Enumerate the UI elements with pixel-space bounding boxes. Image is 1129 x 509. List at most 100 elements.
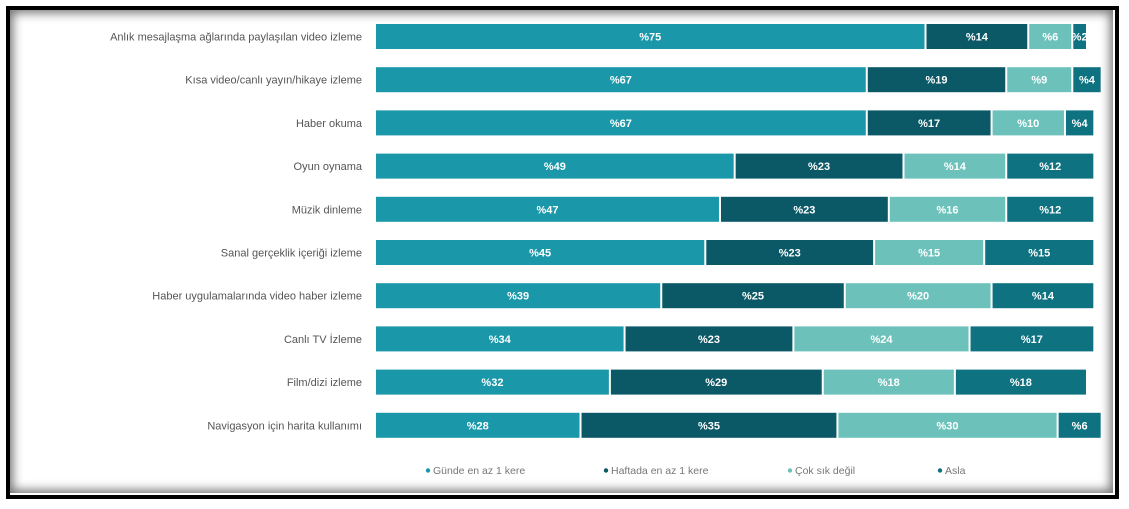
data-label: %23 [793, 204, 815, 216]
data-label: %49 [544, 161, 566, 173]
bar-segment [955, 369, 1086, 395]
bar-segment [985, 240, 1094, 265]
data-label: %67 [610, 118, 632, 130]
bar-segment [845, 283, 991, 309]
bar-segment [1007, 196, 1094, 222]
bar-segment [889, 196, 1006, 222]
data-label: %32 [481, 377, 503, 389]
data-labels: %75 %14 %6 %2 %67 %19 %9 %4 %67 %17 %10 %4 %49 %23 %14… [467, 32, 1096, 433]
category-label: Haber okuma [296, 118, 363, 130]
category-label: Müzik dinleme [292, 204, 362, 216]
data-label: %18 [878, 377, 900, 389]
category-label: Oyun oynama [294, 161, 363, 173]
category-label: Anlık mesajlaşma ağlarında paylaşılan vi… [110, 32, 362, 44]
data-label: %23 [698, 334, 720, 346]
bar-segment [794, 326, 969, 352]
category-label: Navigasyon için harita kullanımı [207, 420, 362, 432]
bar-segment [867, 110, 991, 136]
bar-segment [376, 412, 580, 438]
data-label: %4 [1079, 75, 1096, 87]
legend-marker [787, 468, 793, 473]
data-label: %12 [1039, 161, 1061, 173]
category-label: Canlı TV İzleme [284, 333, 362, 346]
bar-segment [992, 283, 1094, 309]
bar-segment [610, 369, 822, 395]
bar-segment [926, 24, 1028, 49]
data-label: %34 [489, 334, 512, 346]
data-label: %4 [1072, 118, 1089, 130]
data-label: %18 [1010, 377, 1032, 389]
bar-segment [376, 326, 624, 352]
data-label: %14 [966, 32, 989, 44]
bar-segment [1065, 110, 1094, 136]
category-label: Sanal gerçeklik içeriği izleme [221, 248, 362, 260]
bar-segment [875, 240, 984, 265]
bar-segment [625, 326, 793, 352]
bar-segment [1007, 153, 1094, 179]
legend-label: Günde en az 1 kere [433, 465, 525, 477]
bar-segment [706, 240, 874, 265]
data-label: %12 [1039, 204, 1061, 216]
bar-segment [1007, 67, 1072, 93]
legend-marker [603, 468, 609, 473]
data-label: %14 [1032, 291, 1055, 303]
legend-label: Haftada en az 1 kere [611, 465, 709, 477]
data-label: %28 [467, 420, 489, 432]
data-label: %23 [808, 161, 830, 173]
legend-label: Çok sık değil [795, 465, 855, 477]
bar-segment [376, 240, 705, 265]
data-label: %17 [1021, 334, 1043, 346]
legend: Günde en az 1 kere Haftada en az 1 kere Ço… [425, 465, 966, 477]
data-label: %6 [1042, 32, 1058, 44]
data-label: %29 [705, 377, 727, 389]
data-label: %25 [742, 291, 764, 303]
bar-segment [735, 153, 903, 179]
data-label: %6 [1072, 420, 1088, 432]
bars [376, 24, 1101, 438]
bar-segment [376, 283, 661, 309]
bar-segment [992, 110, 1064, 136]
data-label: %39 [507, 291, 529, 303]
category-label: Kısa video/canlı yayın/hikaye izleme [185, 75, 362, 87]
bar-segment [376, 153, 734, 179]
data-label: %23 [779, 248, 801, 260]
data-label: %17 [918, 118, 940, 130]
bar-segment [823, 369, 954, 395]
bar-segment [581, 412, 837, 438]
bar-segment [376, 24, 925, 49]
bar-segment [376, 196, 719, 222]
data-label: %45 [529, 248, 551, 260]
bar-segment [376, 67, 866, 93]
data-label: %24 [870, 334, 893, 346]
bar-segment [904, 153, 1006, 179]
bar-segment [1073, 67, 1101, 93]
data-label: %35 [698, 420, 720, 432]
data-label: %67 [610, 75, 632, 87]
bar-segment [1073, 24, 1086, 49]
bar-segment [838, 412, 1057, 438]
data-label: %19 [925, 75, 947, 87]
category-label: Haber uygulamalarında video haber izleme [152, 291, 362, 303]
category-label: Film/dizi izleme [287, 377, 362, 389]
data-label: %15 [918, 248, 940, 260]
legend-marker [425, 468, 431, 473]
data-label: %15 [1028, 248, 1050, 260]
bar-segment [720, 196, 888, 222]
bar-segment [376, 110, 866, 136]
legend-marker [937, 468, 943, 473]
category-labels: Anlık mesajlaşma ağlarında paylaşılan vi… [110, 32, 363, 433]
data-label: %20 [907, 291, 929, 303]
data-label: %10 [1017, 118, 1039, 130]
bar-segment [376, 369, 609, 395]
data-label: %30 [937, 420, 959, 432]
data-label: %9 [1031, 75, 1047, 87]
bar-segment [1029, 24, 1072, 49]
data-label: %14 [944, 161, 967, 173]
bar-segment [1058, 412, 1101, 438]
data-label: %16 [937, 204, 959, 216]
bar-segment [970, 326, 1094, 352]
data-label: %47 [536, 204, 558, 216]
data-label: %75 [639, 32, 661, 44]
data-label: %2 [1072, 32, 1088, 44]
